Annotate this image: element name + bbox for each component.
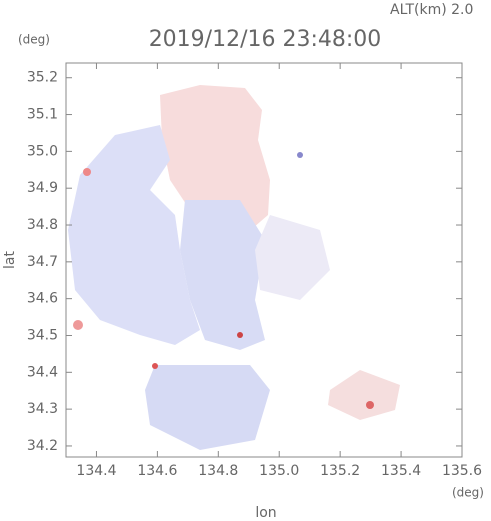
y-tick-label: 34.9 <box>27 180 58 196</box>
y-tick-label: 34.2 <box>27 438 58 454</box>
x-tick-label: 135.2 <box>320 463 360 479</box>
y-axis-label: lat <box>2 251 18 269</box>
x-axis-label: lon <box>255 505 276 521</box>
x-tick-label: 134.6 <box>137 463 177 479</box>
x-tick-label: 134.4 <box>76 463 116 479</box>
x-tick-label: 134.8 <box>198 463 238 479</box>
y-tick-label: 34.3 <box>27 401 58 417</box>
y-unit: (deg) <box>18 33 50 47</box>
y-tick-label: 34.6 <box>27 291 58 307</box>
x-tick-label: 135.6 <box>442 463 482 479</box>
chart-title: 2019/12/16 23:48:00 <box>149 27 382 52</box>
y-tick-label: 35.0 <box>27 143 58 159</box>
echo-field <box>68 85 400 450</box>
y-tick-label: 34.7 <box>27 254 58 270</box>
y-tick-label: 35.1 <box>27 107 58 123</box>
y-tick-label: 34.5 <box>27 327 58 343</box>
x-tick-label: 135.0 <box>259 463 299 479</box>
x-unit: (deg) <box>452 486 484 500</box>
y-tick-label: 34.8 <box>27 217 58 233</box>
plot-frame <box>65 62 463 458</box>
x-tick-label: 135.4 <box>381 463 421 479</box>
y-tick-label: 34.4 <box>27 364 58 380</box>
altitude-label: ALT(km) 2.0 <box>390 2 473 18</box>
y-tick-label: 35.2 <box>27 70 58 86</box>
